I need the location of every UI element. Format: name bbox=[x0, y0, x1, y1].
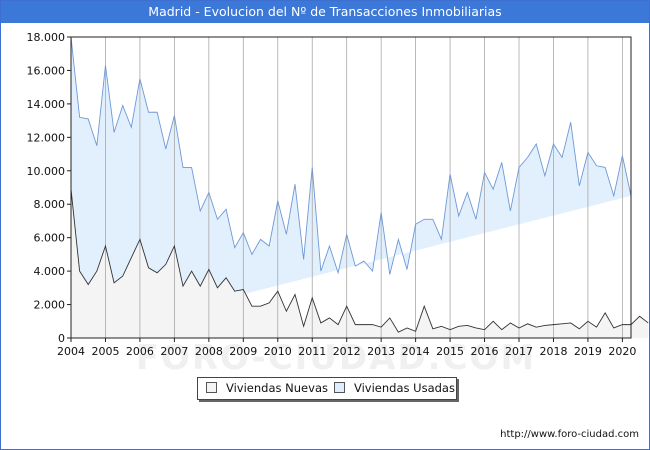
x-tick-label: 2019 bbox=[574, 345, 602, 358]
x-tick-label: 2006 bbox=[126, 345, 154, 358]
y-tick-label: 2.000 bbox=[34, 299, 66, 312]
x-tick-label: 2011 bbox=[298, 345, 326, 358]
legend-item-usadas: Viviendas Usadas bbox=[334, 382, 455, 396]
x-tick-label: 2007 bbox=[160, 345, 188, 358]
x-tick-label: 2015 bbox=[436, 345, 464, 358]
x-tick-label: 2009 bbox=[229, 345, 257, 358]
legend-item-nuevas: Viviendas Nuevas bbox=[206, 382, 328, 396]
legend-label-usadas: Viviendas Usadas bbox=[354, 381, 455, 395]
x-tick-label: 2010 bbox=[264, 345, 292, 358]
x-tick-label: 2008 bbox=[195, 345, 223, 358]
y-tick-label: 12.000 bbox=[27, 131, 66, 144]
line-viviendas-nuevas bbox=[70, 189, 649, 333]
line-viviendas-usadas bbox=[70, 36, 632, 275]
y-tick-label: 18.000 bbox=[27, 31, 66, 44]
watermark-text: FORO-CIUDAD.COM bbox=[136, 338, 537, 378]
x-tick-label: 2013 bbox=[367, 345, 395, 358]
legend-swatch-usadas bbox=[334, 382, 345, 393]
y-tick-label: 14.000 bbox=[27, 98, 66, 111]
y-tick-label: 16.000 bbox=[27, 64, 66, 77]
legend-swatch-nuevas bbox=[206, 382, 217, 393]
source-url: http://www.foro-ciudad.com bbox=[500, 429, 639, 440]
y-tick-label: 10.000 bbox=[27, 165, 66, 178]
x-tick-label: 2005 bbox=[91, 345, 119, 358]
area-viviendas-nuevas bbox=[71, 189, 649, 338]
x-tick-label: 2020 bbox=[608, 345, 636, 358]
chart-title: Madrid - Evolucion del Nº de Transaccion… bbox=[148, 4, 502, 19]
y-tick-label: 4.000 bbox=[34, 265, 66, 278]
x-tick-label: 2012 bbox=[333, 345, 361, 358]
plot-border bbox=[70, 36, 632, 339]
y-tick-label: 8.000 bbox=[34, 198, 66, 211]
area-viviendas-usadas bbox=[71, 37, 631, 338]
y-tick-label: 6.000 bbox=[34, 232, 66, 245]
legend-label-nuevas: Viviendas Nuevas bbox=[226, 381, 328, 395]
y-tick-label: 0 bbox=[58, 332, 65, 345]
x-tick-label: 2016 bbox=[471, 345, 499, 358]
x-tick-label: 2017 bbox=[505, 345, 533, 358]
legend: Viviendas Nuevas Viviendas Usadas bbox=[197, 377, 457, 400]
x-tick-label: 2014 bbox=[402, 345, 430, 358]
x-tick-label: 2004 bbox=[57, 345, 85, 358]
title-bar: Madrid - Evolucion del Nº de Transaccion… bbox=[1, 1, 649, 23]
x-tick-label: 2018 bbox=[539, 345, 567, 358]
